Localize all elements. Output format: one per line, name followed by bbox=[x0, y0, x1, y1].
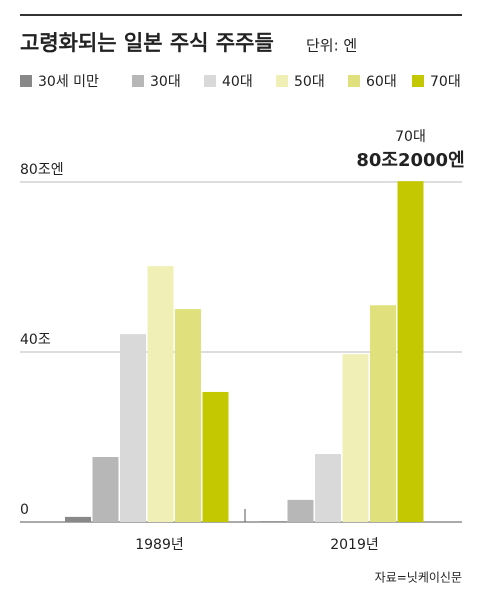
legend-label: 50대 bbox=[294, 74, 325, 90]
bar bbox=[65, 516, 91, 522]
legend-label: 30대 bbox=[150, 74, 181, 90]
source: 자료=닛케이신문 bbox=[375, 571, 462, 585]
legend-swatch bbox=[20, 75, 32, 87]
bar bbox=[120, 334, 146, 522]
bar bbox=[175, 309, 201, 522]
x-tick-label: 2019년 bbox=[330, 537, 379, 553]
chart-title: 고령화되는 일본 주식 주주들 bbox=[20, 31, 274, 55]
bar bbox=[260, 521, 286, 522]
legend-swatch bbox=[412, 75, 424, 87]
bar bbox=[287, 499, 314, 522]
legend-label: 40대 bbox=[222, 74, 253, 90]
bar bbox=[202, 391, 229, 522]
chart-subtitle: 단위: 엔 bbox=[306, 37, 357, 55]
legend-label: 60대 bbox=[366, 74, 397, 90]
x-tick-label: 1989년 bbox=[135, 537, 184, 553]
top-rule bbox=[20, 14, 462, 16]
legend-swatch bbox=[348, 75, 360, 87]
y-tick-label: 40조 bbox=[20, 332, 51, 348]
legend-swatch bbox=[204, 75, 216, 87]
annotation-series: 70대 bbox=[395, 129, 426, 145]
bar bbox=[147, 266, 174, 522]
value-label: 80조2000엔 bbox=[356, 150, 464, 171]
legend-swatch bbox=[132, 75, 144, 87]
y-tick-label: 80조엔 bbox=[20, 162, 64, 178]
bar bbox=[370, 305, 396, 522]
legend-label: 70대 bbox=[430, 74, 461, 90]
legend-label: 30세 미만 bbox=[38, 74, 99, 90]
bar bbox=[315, 454, 341, 522]
bar bbox=[342, 354, 369, 522]
y-tick-label: 0 bbox=[20, 502, 29, 518]
bar bbox=[397, 181, 424, 522]
legend-swatch bbox=[276, 75, 288, 87]
bar bbox=[92, 456, 119, 522]
